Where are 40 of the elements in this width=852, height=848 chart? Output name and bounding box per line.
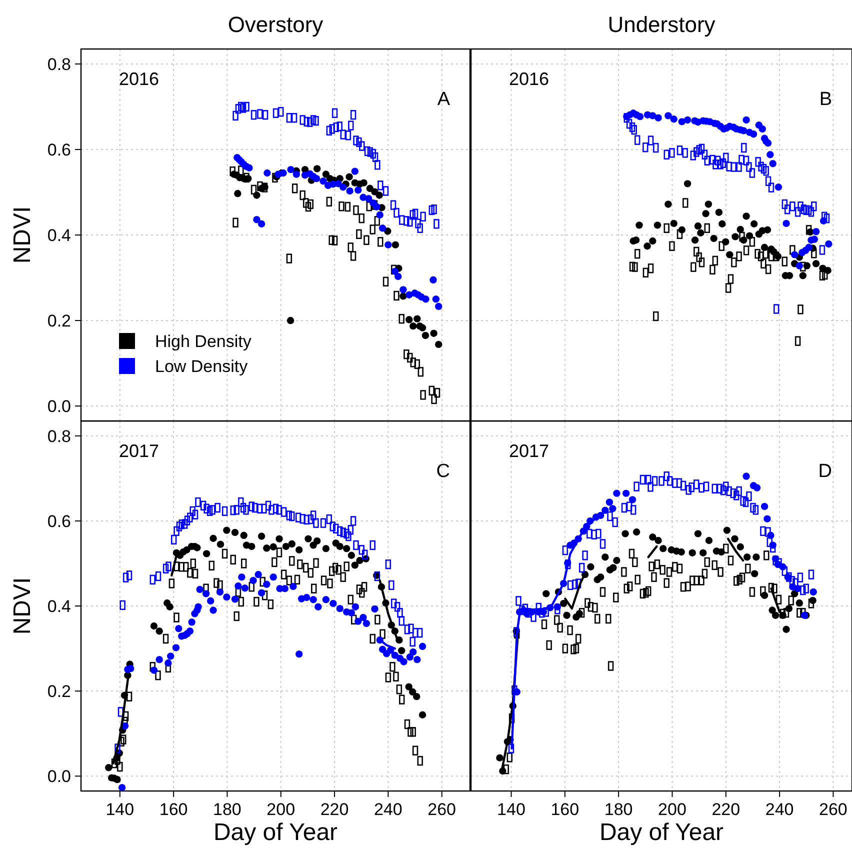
chart-title: Understory [608,12,716,37]
legend-label: High Density [155,332,252,351]
annotation: 2016 [509,69,550,89]
annotation: 2017 [509,441,550,461]
x-tick-label: 140 [106,800,134,819]
x-axis-title: Day of Year [599,819,724,846]
annotation: C [436,461,450,482]
annotation: B [819,89,832,110]
y-tick-label: 0.6 [47,140,71,160]
annotation: A [437,89,450,110]
annotation: 2016 [119,69,160,89]
chart-title: Overstory [228,12,324,37]
x-tick-label: 160 [159,800,188,819]
legend-label: Low Density [155,356,248,376]
y-axis-title: NDVI [9,577,36,635]
y-tick-label: 0.4 [47,596,71,616]
y-tick-label: 0.2 [47,311,71,330]
x-tick-label: 140 [497,800,526,819]
y-tick-label: 0.8 [47,426,71,446]
x-tick-label: 240 [765,800,794,819]
y-tick-label: 0.4 [47,226,71,245]
y-tick-label: 0.8 [47,54,71,74]
x-tick-label: 200 [658,800,686,819]
x-tick-label: 180 [213,800,242,819]
x-tick-label: 160 [550,800,580,819]
x-tick-label: 260 [428,800,456,819]
x-tick-label: 220 [320,800,349,819]
y-axis-title: NDVI [9,206,36,264]
annotation: D [818,461,832,482]
x-tick-label: 260 [819,800,848,819]
x-tick-label: 200 [266,800,296,819]
x-axis-title: Day of Year [213,819,338,846]
x-tick-label: 220 [712,800,740,819]
y-tick-label: 0.2 [47,682,71,702]
annotation: 2017 [119,441,160,461]
x-tick-label: 180 [604,800,633,819]
x-tick-label: 240 [374,800,402,819]
y-tick-label: 0.0 [47,396,71,416]
y-tick-label: 0.6 [47,512,71,531]
y-tick-label: 0.0 [47,767,71,786]
